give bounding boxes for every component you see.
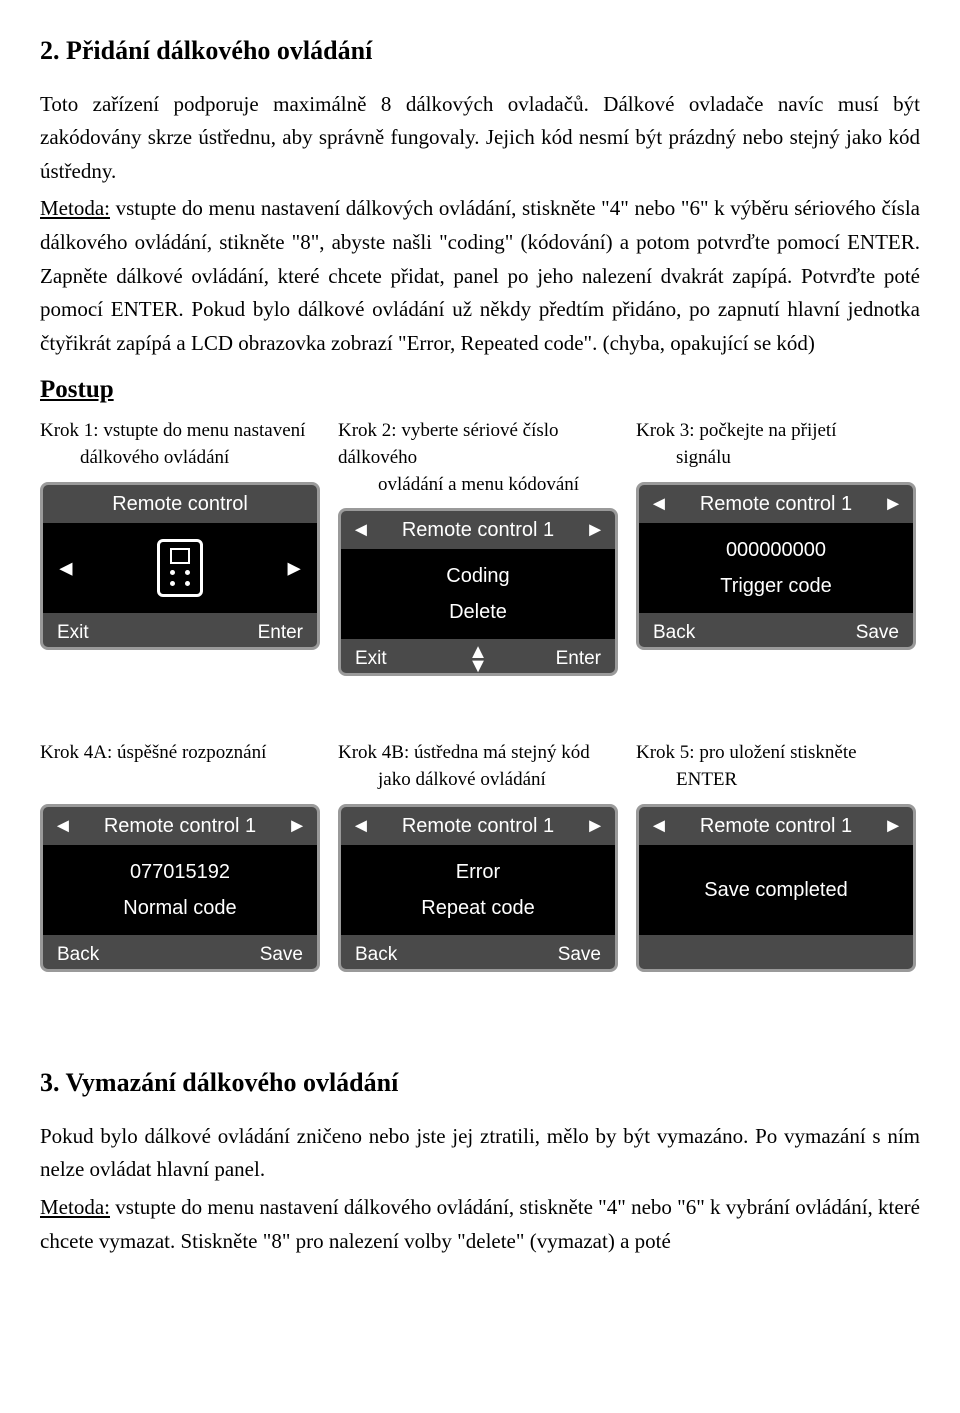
arrow-left-icon: ◄ (649, 810, 669, 842)
lcd6-saved: Save completed (704, 874, 847, 906)
step1-col: Krok 1: vstupte do menu nastavení dálkov… (40, 418, 324, 676)
postup-heading: Postup (40, 370, 920, 410)
steps-row-1: Krok 1: vstupte do menu nastavení dálkov… (40, 418, 920, 676)
updown-arrows-icon: ▲▼ (468, 645, 488, 673)
lcd5-title: Remote control 1 (402, 810, 554, 842)
step1-line1: Krok 1: vstupte do menu nastavení (40, 420, 305, 441)
lcd1-bot: Exit Enter (43, 613, 317, 650)
arrow-right-icon: ► (883, 810, 903, 842)
lcd5-mid: Error Repeat code (341, 845, 615, 935)
lcd4-save: Save (260, 940, 303, 970)
lcd1-title: Remote control (112, 488, 248, 520)
lcd6-title: Remote control 1 (700, 810, 852, 842)
lcd2-bot: Exit ▲▼ Enter (341, 639, 615, 676)
step3-line1: Krok 3: počkejte na přijetí (636, 420, 837, 441)
section3-intro: Pokud bylo dálkové ovládání zničeno nebo… (40, 1120, 920, 1187)
lcd4-title: Remote control 1 (104, 810, 256, 842)
step3-caption: Krok 3: počkejte na přijetí signálu (636, 418, 920, 472)
arrow-left-icon: ◄ (53, 810, 73, 842)
step2-line1: Krok 2: vyberte sériové číslo dálkového (338, 420, 559, 468)
section2-intro: Toto zařízení podporuje maximálně 8 dálk… (40, 88, 920, 189)
lcd2-top: ◄ Remote control 1 ► (341, 511, 615, 549)
lcd6-mid: Save completed (639, 845, 913, 935)
step2-caption: Krok 2: vyberte sériové číslo dálkového … (338, 418, 622, 498)
arrow-left-icon: ◄ (55, 551, 77, 586)
step3-col: Krok 3: počkejte na přijetí signálu ◄ Re… (636, 418, 920, 676)
section2-title: 2. Přidání dálkového ovládání (40, 30, 920, 72)
step2-line2: ovládání a menu kódování (338, 472, 622, 499)
lcd3-save: Save (856, 618, 899, 648)
step1-caption: Krok 1: vstupte do menu nastavení dálkov… (40, 418, 324, 472)
lcd3-trigger: Trigger code (720, 570, 832, 602)
lcd-screen-2: ◄ Remote control 1 ► Coding Delete Exit … (338, 508, 618, 676)
lcd-screen-5: ◄ Remote control 1 ► Error Repeat code B… (338, 804, 618, 972)
arrow-right-icon: ► (883, 488, 903, 520)
step4a-line1: Krok 4A: úspěšné rozpoznání (40, 742, 266, 763)
step5-col: Krok 5: pro uložení stiskněte ENTER ◄ Re… (636, 740, 920, 972)
step1-line2: dálkového ovládání (40, 445, 324, 472)
lcd2-delete: Delete (449, 596, 507, 628)
arrow-left-icon: ◄ (351, 810, 371, 842)
step4a-col: Krok 4A: úspěšné rozpoznání ◄ Remote con… (40, 740, 324, 972)
lcd5-back: Back (355, 940, 397, 970)
lcd2-coding: Coding (446, 560, 509, 592)
lcd2-mid: Coding Delete (341, 549, 615, 639)
lcd5-error: Error (456, 856, 500, 888)
step4b-caption: Krok 4B: ústředna má stejný kód jako dál… (338, 740, 622, 794)
arrow-right-icon: ► (283, 551, 305, 586)
lcd3-title: Remote control 1 (700, 488, 852, 520)
lcd2-title: Remote control 1 (402, 514, 554, 546)
step3-line2: signálu (636, 445, 920, 472)
method-text-3: vstupte do menu nastavení dálkového ovlá… (40, 1195, 920, 1253)
arrow-left-icon: ◄ (649, 488, 669, 520)
steps-row-2: Krok 4A: úspěšné rozpoznání ◄ Remote con… (40, 740, 920, 972)
section2-method: Metoda: vstupte do menu nastavení dálkov… (40, 192, 920, 360)
lcd4-mid: 077015192 Normal code (43, 845, 317, 935)
step4b-line2: jako dálkové ovládání (338, 767, 622, 794)
method-label: Metoda: (40, 196, 110, 220)
lcd4-bot: Back Save (43, 935, 317, 972)
lcd6-top: ◄ Remote control 1 ► (639, 807, 913, 845)
lcd-screen-3: ◄ Remote control 1 ► 000000000 Trigger c… (636, 482, 916, 650)
lcd5-top: ◄ Remote control 1 ► (341, 807, 615, 845)
lcd-screen-4: ◄ Remote control 1 ► 077015192 Normal co… (40, 804, 320, 972)
method-text: vstupte do menu nastavení dálkových ovlá… (40, 196, 920, 354)
lcd1-exit: Exit (57, 618, 89, 648)
lcd4-number: 077015192 (130, 856, 230, 888)
lcd2-exit: Exit (355, 644, 387, 674)
lcd6-bot (639, 935, 913, 972)
section3-method: Metoda: vstupte do menu nastavení dálkov… (40, 1191, 920, 1258)
lcd3-top: ◄ Remote control 1 ► (639, 485, 913, 523)
lcd1-mid: ◄ ► (43, 523, 317, 613)
arrow-right-icon: ► (585, 514, 605, 546)
lcd4-normal: Normal code (123, 892, 236, 924)
step4a-caption: Krok 4A: úspěšné rozpoznání (40, 740, 324, 794)
lcd5-save: Save (558, 940, 601, 970)
lcd1-enter: Enter (258, 618, 303, 648)
lcd3-number: 000000000 (726, 534, 826, 566)
arrow-left-icon: ◄ (351, 514, 371, 546)
lcd-screen-6: ◄ Remote control 1 ► Save completed (636, 804, 916, 972)
lcd3-back: Back (653, 618, 695, 648)
lcd5-bot: Back Save (341, 935, 615, 972)
section3-title: 3. Vymazání dálkového ovládání (40, 1062, 920, 1104)
lcd-screen-1: Remote control ◄ ► Exit Enter (40, 482, 320, 650)
lcd4-top: ◄ Remote control 1 ► (43, 807, 317, 845)
method-label-3: Metoda: (40, 1195, 110, 1219)
step4b-col: Krok 4B: ústředna má stejný kód jako dál… (338, 740, 622, 972)
arrow-right-icon: ► (287, 810, 307, 842)
lcd2-enter: Enter (556, 644, 601, 674)
remote-control-icon (157, 539, 203, 597)
step4b-line1: Krok 4B: ústředna má stejný kód (338, 742, 590, 763)
lcd3-bot: Back Save (639, 613, 913, 650)
lcd3-mid: 000000000 Trigger code (639, 523, 913, 613)
step5-caption: Krok 5: pro uložení stiskněte ENTER (636, 740, 920, 794)
arrow-right-icon: ► (585, 810, 605, 842)
step5-line1: Krok 5: pro uložení stiskněte (636, 742, 857, 763)
step5-line2: ENTER (636, 767, 920, 794)
step2-col: Krok 2: vyberte sériové číslo dálkového … (338, 418, 622, 676)
lcd5-repeat: Repeat code (421, 892, 534, 924)
lcd1-top: Remote control (43, 485, 317, 523)
lcd4-back: Back (57, 940, 99, 970)
